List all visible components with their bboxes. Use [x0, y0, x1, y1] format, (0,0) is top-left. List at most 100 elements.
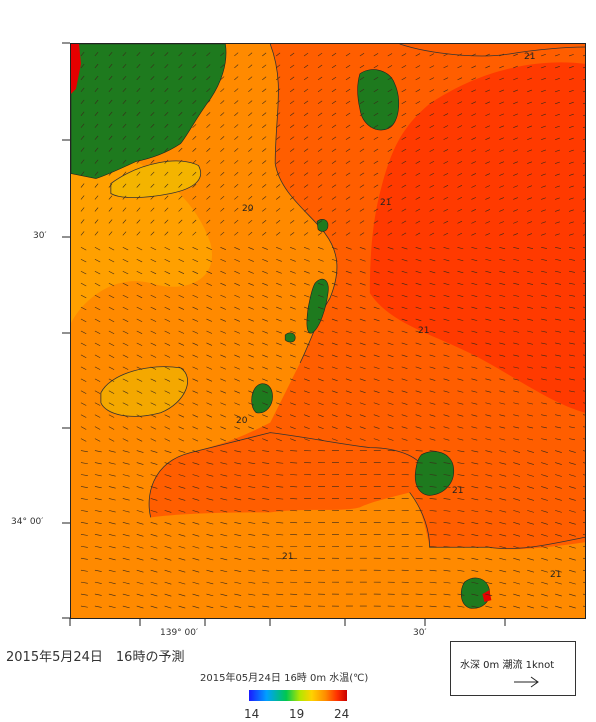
- current-vector-arrow: [485, 510, 493, 513]
- current-vector-arrow: [289, 148, 295, 152]
- current-vector-arrow: [373, 65, 379, 69]
- current-vector-arrow: [582, 222, 585, 224]
- current-vector-arrow: [206, 510, 214, 513]
- current-vector-arrow: [499, 522, 507, 525]
- current-vector-arrow: [108, 294, 115, 299]
- current-vector-arrow: [150, 306, 157, 310]
- current-vector-arrow: [345, 402, 352, 406]
- current-vector-arrow: [234, 450, 242, 453]
- current-vector-arrow: [359, 112, 365, 117]
- current-vector-arrow: [331, 184, 337, 188]
- current-vector-arrow: [80, 219, 85, 224]
- current-vector-arrow: [345, 196, 351, 200]
- current-vector-arrow: [527, 306, 534, 309]
- current-vector-arrow: [582, 438, 585, 440]
- current-vector-arrow: [262, 462, 270, 464]
- current-vector-arrow: [276, 474, 284, 476]
- current-vector-arrow: [150, 135, 155, 140]
- current-vector-arrow: [192, 510, 200, 513]
- current-vector-arrow: [94, 569, 102, 572]
- current-vector-arrow: [541, 378, 548, 381]
- current-vector-arrow: [569, 366, 575, 369]
- current-vector-arrow: [234, 112, 239, 116]
- current-vector-arrow: [443, 522, 451, 524]
- current-vector-arrow: [206, 474, 214, 477]
- current-vector-arrow: [331, 76, 337, 81]
- current-vector-arrow: [457, 593, 465, 596]
- current-vector-arrow: [582, 450, 585, 452]
- current-vector-arrow: [485, 474, 493, 477]
- current-vector-arrow: [317, 112, 323, 116]
- current-vector-arrow: [220, 231, 225, 236]
- current-vector-arrow: [568, 161, 574, 164]
- current-vector-arrow: [513, 545, 521, 549]
- current-vector-arrow: [303, 64, 309, 69]
- current-vector-arrow: [443, 53, 449, 57]
- current-vector-arrow: [513, 89, 518, 93]
- current-vector-arrow: [192, 318, 199, 322]
- current-vector-arrow: [303, 438, 310, 441]
- current-vector-arrow: [429, 318, 436, 322]
- current-vector-arrow: [94, 195, 99, 200]
- current-vector-arrow: [136, 426, 143, 430]
- current-vector-arrow: [331, 172, 337, 176]
- current-vector-arrow: [499, 593, 507, 597]
- current-vector-arrow: [108, 123, 113, 128]
- current-vector-arrow: [303, 196, 309, 200]
- current-vector-arrow: [345, 342, 352, 346]
- current-vector-arrow: [206, 52, 211, 57]
- current-vector-arrow: [582, 234, 585, 236]
- current-vector-arrow: [220, 414, 227, 418]
- current-vector-arrow: [206, 112, 211, 116]
- current-vector-arrow: [541, 113, 546, 117]
- current-vector-arrow: [136, 258, 143, 263]
- current-vector-arrow: [429, 294, 436, 298]
- current-vector-arrow: [289, 112, 295, 116]
- current-vector-arrow: [220, 330, 227, 334]
- current-vector-arrow: [192, 534, 200, 537]
- current-vector-arrow: [108, 75, 113, 81]
- current-vector-arrow: [206, 64, 211, 69]
- current-vector-arrow: [457, 605, 465, 608]
- current-vector-arrow: [220, 366, 227, 370]
- current-vector-arrow: [234, 282, 240, 286]
- current-vector-arrow: [122, 195, 127, 200]
- current-vector-arrow: [443, 450, 451, 452]
- current-vector-arrow: [555, 605, 562, 609]
- current-vector-arrow: [317, 414, 324, 418]
- current-vector-arrow: [234, 366, 240, 370]
- current-vector-arrow: [568, 498, 576, 501]
- current-vector-arrow: [527, 101, 533, 105]
- current-vector-arrow: [150, 183, 155, 188]
- current-vector-arrow: [220, 136, 225, 140]
- current-vector-arrow: [541, 569, 548, 573]
- current-vector-arrow: [303, 247, 310, 250]
- current-vector-arrow: [471, 185, 477, 188]
- current-vector-arrow: [80, 159, 85, 164]
- map-panel[interactable]: [70, 43, 586, 619]
- current-vector-arrow: [248, 486, 256, 488]
- current-vector-arrow: [373, 354, 380, 358]
- current-vector-arrow: [582, 414, 585, 416]
- current-vector-arrow: [220, 76, 225, 81]
- current-vector-arrow: [290, 270, 296, 274]
- current-vector-arrow: [192, 522, 200, 525]
- current-vector-arrow: [555, 450, 562, 453]
- current-vector-arrow: [164, 111, 169, 116]
- current-vector-arrow: [192, 354, 199, 358]
- current-vector-arrow: [303, 160, 309, 164]
- current-vector-arrow: [94, 159, 99, 164]
- current-vector-arrow: [359, 208, 365, 212]
- current-vector-arrow: [541, 522, 548, 525]
- current-vector-arrow: [290, 342, 296, 346]
- current-vector-arrow: [136, 342, 143, 346]
- current-vector-arrow: [192, 426, 199, 430]
- current-vector-arrow: [80, 63, 85, 69]
- current-vector-arrow: [108, 330, 115, 335]
- current-vector-arrow: [471, 557, 479, 560]
- current-vector-arrow: [220, 318, 227, 322]
- current-vector-arrow: [108, 219, 113, 224]
- current-vector-arrow: [317, 64, 323, 69]
- current-vector-arrow: [555, 282, 562, 285]
- current-vector-arrow: [387, 184, 393, 188]
